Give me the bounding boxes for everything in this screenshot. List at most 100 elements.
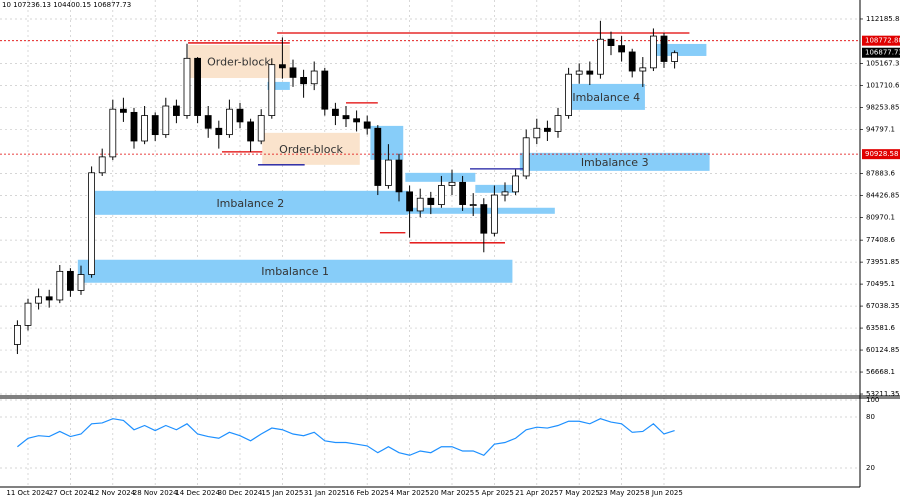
- candle-body: [597, 38, 604, 75]
- y-tick-label: 63581.6: [866, 324, 895, 332]
- candle-body: [469, 204, 477, 206]
- candle-body: [247, 121, 255, 142]
- price-label-box: [862, 149, 900, 160]
- price-label-box: [862, 35, 900, 46]
- candle-body: [77, 274, 85, 291]
- candle-body: [374, 127, 382, 186]
- y-tick-label: 56668.1: [866, 368, 895, 376]
- candle-body: [215, 127, 223, 136]
- candle-body: [151, 115, 159, 136]
- candle-body: [257, 115, 265, 142]
- x-tick-label: 28 Nov 2024: [133, 489, 178, 497]
- zone: [405, 172, 476, 182]
- candle-body: [331, 108, 339, 116]
- y-tick-label: 105167.35: [866, 60, 900, 68]
- candle-body: [141, 115, 149, 142]
- candle-body: [533, 127, 541, 139]
- zone-label: Order-block: [279, 143, 343, 156]
- x-tick-label: 20 Mar 2025: [430, 489, 474, 497]
- candle-body: [183, 57, 191, 116]
- zone-label: Imbalance 1: [261, 265, 329, 278]
- zone: [262, 132, 360, 165]
- candle-body: [35, 296, 42, 304]
- candle-body: [67, 270, 74, 291]
- candle-body: [321, 70, 329, 110]
- candle-body: [342, 115, 350, 120]
- candle-body: [268, 64, 276, 116]
- zone: [567, 83, 645, 110]
- candle-body: [300, 76, 308, 85]
- candle-body: [427, 197, 435, 205]
- candle-body: [618, 45, 625, 53]
- candle-body: [204, 115, 212, 129]
- rsi-tick-label: 20: [866, 464, 875, 472]
- y-tick-label: 60124.85: [866, 346, 899, 354]
- y-tick-label: 98253.85: [866, 104, 899, 112]
- zone-label: Imbalance 2: [216, 197, 284, 210]
- candle-body: [660, 35, 668, 62]
- candle-body: [416, 197, 424, 212]
- x-tick-label: 30 Dec 2024: [218, 489, 263, 497]
- rsi-tick-label: 100: [866, 396, 879, 404]
- price-label: 90928.58: [865, 150, 898, 158]
- zone: [77, 259, 513, 283]
- zone-label: Imbalance 3: [581, 156, 649, 169]
- header: 10 107236.13 104400.15 106877.73: [2, 1, 131, 9]
- zone-label: Imbalance 4: [572, 91, 640, 104]
- zone: [519, 152, 710, 171]
- y-tick-label: 94797.1: [866, 126, 895, 134]
- y-tick-label: 73951.85: [866, 258, 899, 266]
- candle-body: [13, 325, 21, 345]
- current-price-label: 106877.73: [865, 49, 900, 57]
- candle-body: [109, 108, 117, 158]
- candle-body: [512, 175, 519, 193]
- candle-body: [544, 127, 551, 132]
- x-tick-label: 12 Nov 2024: [90, 489, 135, 497]
- candle-body: [650, 35, 657, 69]
- candle-body: [45, 296, 53, 301]
- x-tick-label: 7 May 2025: [559, 489, 600, 497]
- candle-body: [384, 159, 392, 186]
- x-tick-label: 31 Jan 2025: [304, 489, 346, 497]
- x-tick-label: 4 Mar 2025: [390, 489, 430, 497]
- y-tick-label: 101710.6: [866, 82, 900, 90]
- y-tick-label: 87883.6: [866, 170, 895, 178]
- candle-body: [310, 70, 318, 85]
- candle-body: [395, 159, 403, 193]
- candle-body: [639, 67, 647, 72]
- candle-body: [448, 181, 456, 186]
- candle-body: [480, 204, 488, 234]
- rsi-tick-label: 80: [866, 413, 875, 421]
- candle-body: [120, 108, 127, 113]
- price-label: 108772.88: [865, 37, 900, 45]
- candle-body: [172, 105, 180, 116]
- y-tick-label: 70495.1: [866, 280, 895, 288]
- y-tick-label: 84426.85: [866, 192, 899, 200]
- candle-body: [289, 67, 297, 78]
- candle-body: [225, 108, 233, 136]
- candle-body: [194, 57, 202, 116]
- zone: [92, 190, 409, 215]
- candle-body: [607, 38, 615, 46]
- candle-body: [565, 73, 572, 116]
- candle-body: [236, 108, 244, 123]
- x-tick-label: 21 Apr 2025: [515, 489, 558, 497]
- candle-body: [406, 191, 414, 212]
- y-tick-label: 53211.35: [866, 390, 899, 398]
- candle-body: [162, 105, 170, 136]
- x-tick-label: 27 Oct 2024: [49, 489, 93, 497]
- x-tick-label: 16 Feb 2025: [345, 489, 389, 497]
- y-tick-label: 112185.88: [866, 15, 900, 23]
- candle-body: [490, 194, 498, 234]
- zone: [655, 43, 707, 56]
- candle-body: [130, 111, 138, 142]
- candle-body: [671, 52, 678, 62]
- candle-body: [353, 118, 361, 123]
- candle-body: [278, 64, 286, 69]
- rsi-line: [17, 418, 675, 456]
- candle-body: [98, 156, 106, 174]
- candle-body: [437, 185, 445, 205]
- current-price-box: [862, 47, 900, 58]
